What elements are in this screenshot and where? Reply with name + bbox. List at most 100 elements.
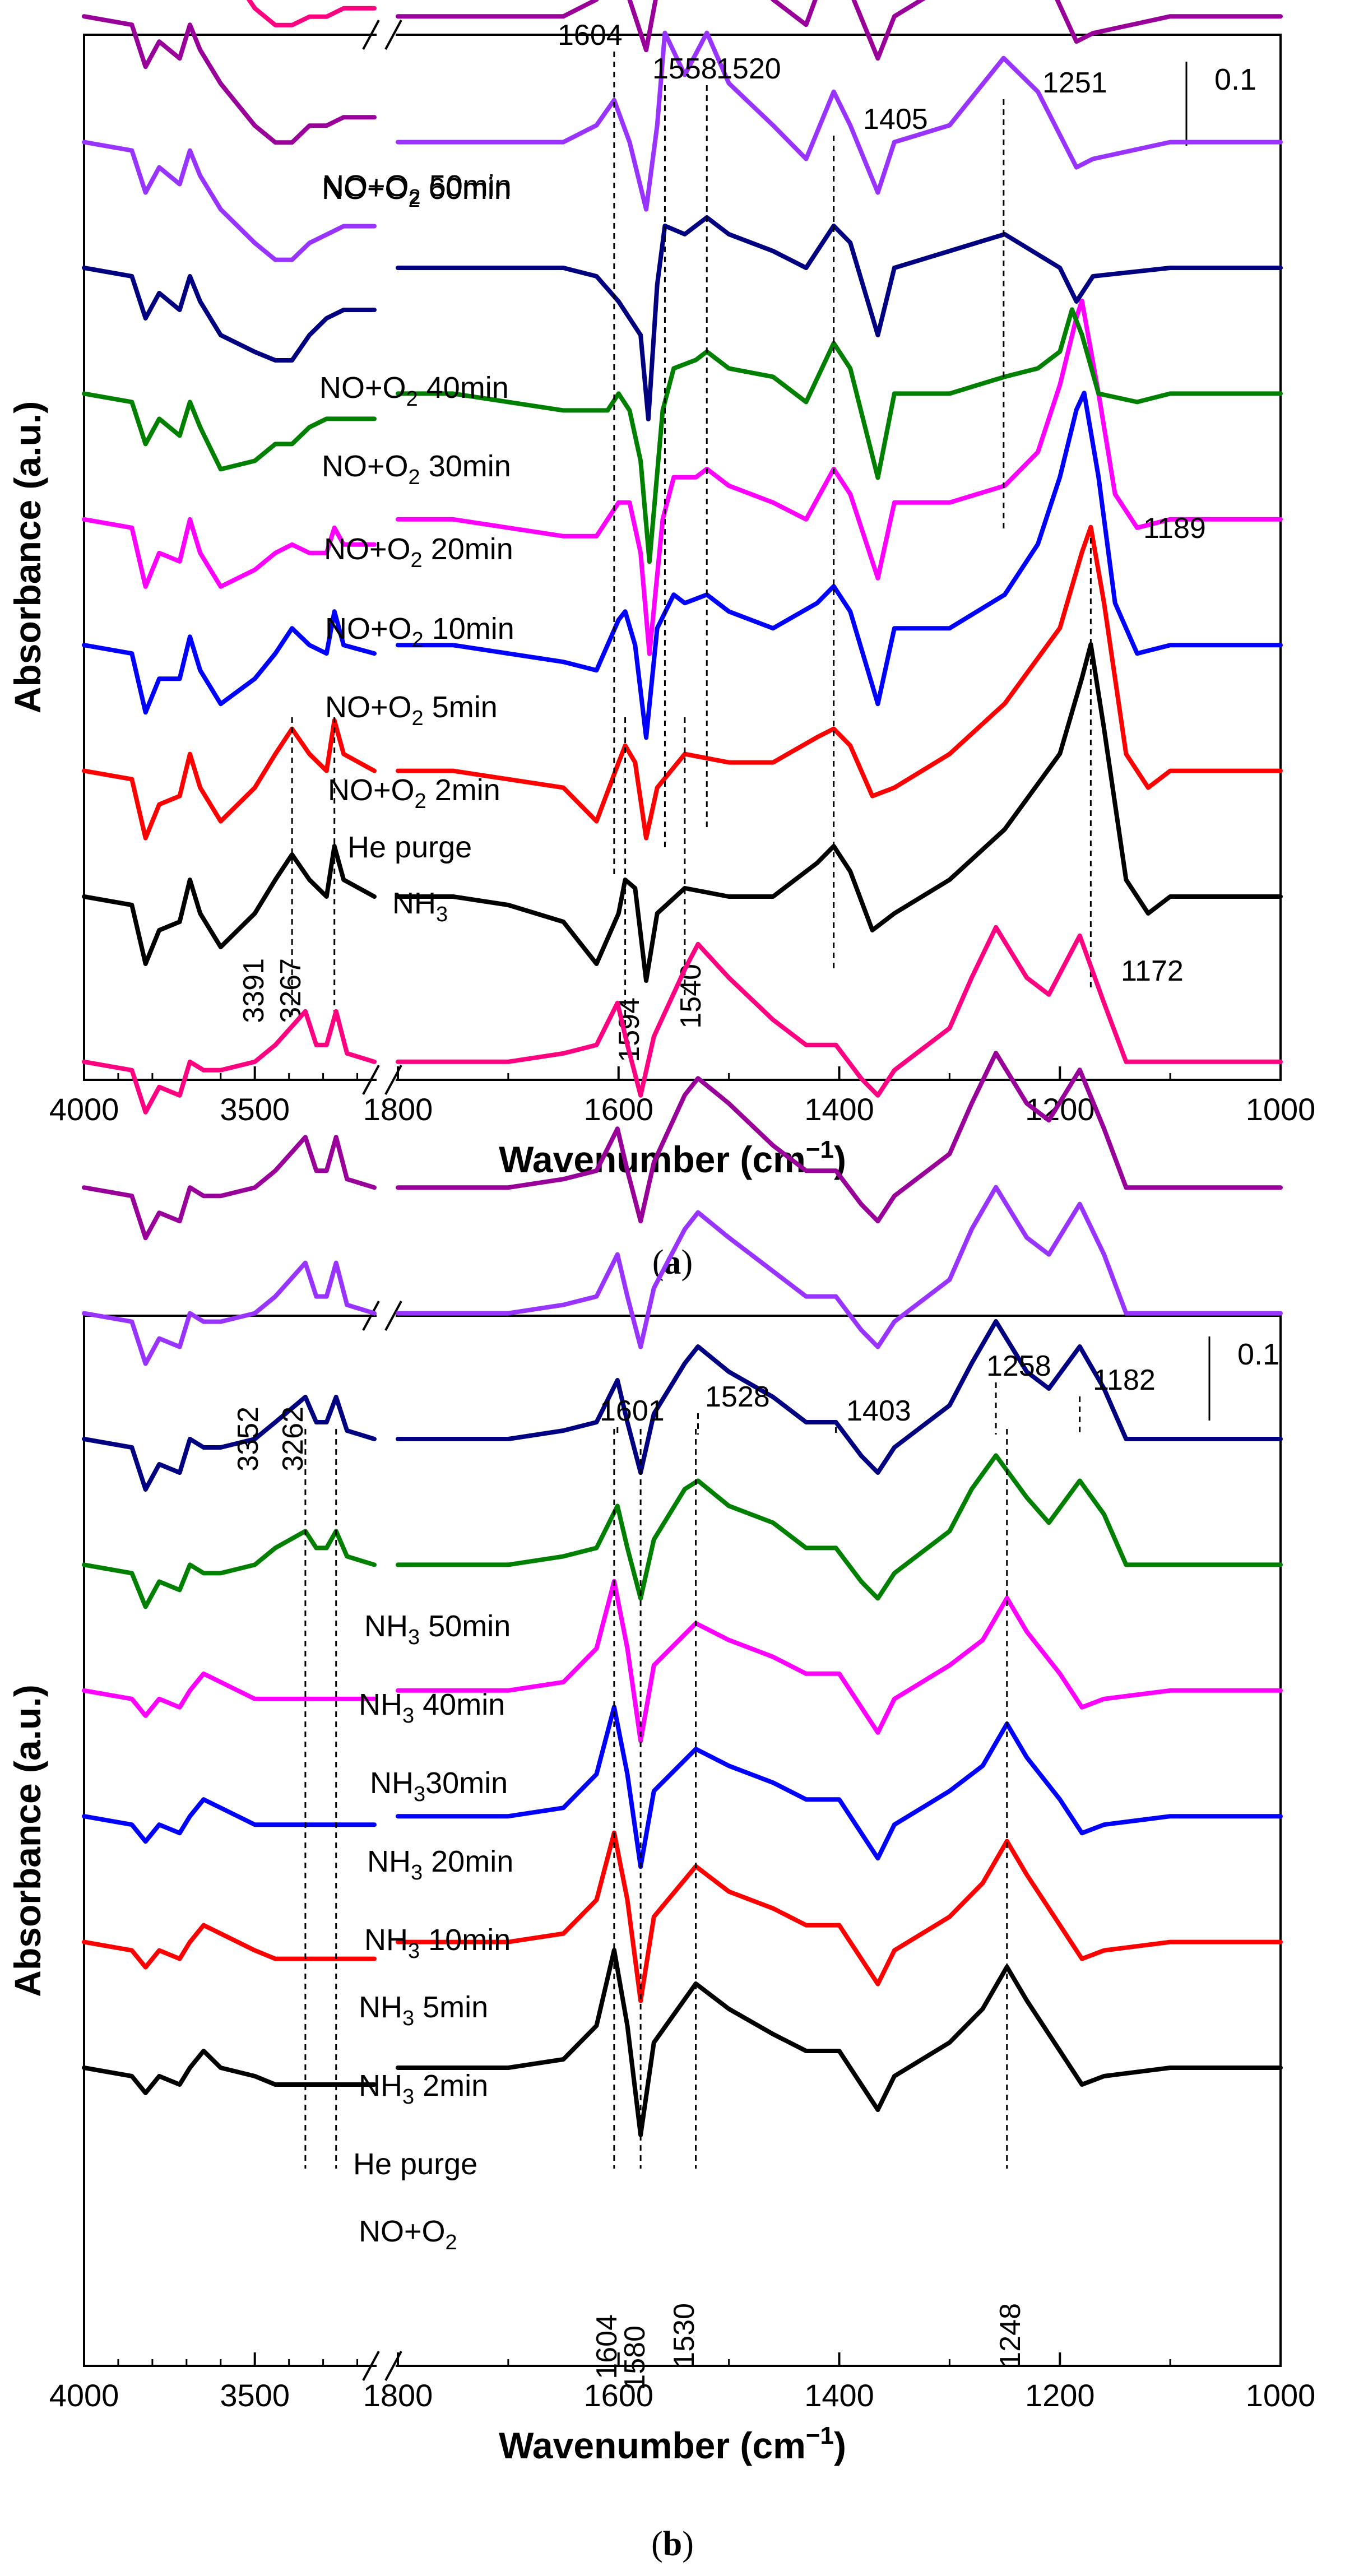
series-line-2-right [396, 1705, 1283, 1869]
caption-b-close: ) [682, 2525, 694, 2563]
x-tick-label: 1800 [363, 2378, 433, 2413]
series-line-2-right [396, 391, 1283, 740]
series-line-1-right [396, 525, 1283, 841]
x-tick-label: 3500 [220, 1092, 290, 1127]
annotation-label: 1182 [1093, 1364, 1156, 1396]
series-label: NO+O2 5min [325, 690, 498, 730]
series-line-3-right [396, 298, 1283, 656]
x-tick-label: 1000 [1246, 1092, 1316, 1127]
x-tick-label: 1000 [1246, 2378, 1316, 2413]
plot-frame [83, 1315, 1282, 2367]
x-tick-label: 1800 [363, 1092, 433, 1127]
svg-text:(b): (b) [651, 2525, 694, 2563]
y-axis-title: Absorbance (a.u.) [7, 401, 48, 713]
series-line-5-left [82, 266, 377, 363]
series-label: NH3 [392, 886, 448, 926]
series-line-3-left [82, 1671, 377, 1718]
annotation-label: 3352 [232, 1407, 265, 1472]
series-label: NH3 5min [359, 1990, 488, 2030]
series-line-4-right [396, 307, 1283, 564]
annotation-label: 1530 [668, 2303, 701, 2368]
x-tick-label: 1600 [583, 1092, 653, 1127]
series-label: NH3 50min [364, 1609, 511, 1649]
annotation-label: 1405 [863, 103, 928, 136]
annotation-label: 1251 [1042, 67, 1107, 99]
annotation-label: 1580 [619, 2326, 651, 2391]
x-tick-label: 1200 [1025, 2378, 1095, 2413]
plot-frame [83, 34, 1282, 1081]
x-tick-label: 1600 [583, 2378, 653, 2413]
scale-bar-label: 0.1 [1237, 1338, 1279, 1371]
panel-a: (a) 4000 3500 1800 1600 1400 1200 1000Wavenumb… [7, 0, 1315, 1282]
series-line-5-right [396, 1319, 1283, 1475]
series-label: NO+O2 20min [324, 532, 513, 572]
y-axis-title: Absorbance (a.u.) [7, 1684, 48, 1997]
series-line-6-right [396, 1185, 1283, 1349]
series-line-3-right [396, 1579, 1283, 1743]
series-line-4-left [82, 391, 377, 472]
axis-break-mark [362, 1301, 380, 1331]
annotation-label: 1601 [600, 1395, 665, 1427]
series-line-0-left [82, 844, 377, 966]
series-line-6-left [82, 140, 377, 262]
series-line-3-left [82, 517, 377, 589]
annotation-label: 1258 [986, 1350, 1051, 1382]
series-label: NO+O2 [359, 2215, 457, 2254]
scale-bar-label: 0.1 [1214, 63, 1256, 96]
axis-break-mark [384, 1301, 402, 1331]
series-line-8-right [396, 925, 1283, 1098]
annotation-label: 1558 [652, 53, 717, 85]
axis-break-mark [384, 20, 402, 50]
annotation-label: 1189 [1143, 512, 1206, 545]
series-label: NO+O2 30min [322, 449, 511, 489]
series-label: NO+O2 50min [322, 169, 512, 209]
series-line-2-left [82, 1797, 377, 1844]
series-line-0-left [82, 2049, 377, 2095]
series-label: He purge [347, 830, 472, 864]
annotation-label: 1403 [846, 1395, 911, 1427]
series-line-6-right [396, 30, 1283, 212]
series-line-4-left [82, 1529, 377, 1609]
panel-b: (b) 4000 3500 1800 1600 1400 1200 1000 Wavenumb… [7, 925, 1316, 2563]
annotation-label: 3262 [277, 1407, 309, 1472]
annotation-label: 1172 [1121, 955, 1184, 987]
series-label: NH3 20min [367, 1845, 513, 1885]
annotation-label: 1604 [591, 2314, 623, 2379]
series-line-4-right [396, 1453, 1283, 1601]
axis-break-mark [362, 1065, 380, 1095]
series-label: NO+O2 40min [319, 371, 509, 411]
series-line-5-left [82, 1395, 377, 1492]
series-label: NH3 10min [364, 1923, 511, 1963]
series-line-7-left [82, 1135, 377, 1241]
series-line-1-left [82, 1923, 377, 1970]
series-line-0-right [396, 1948, 1283, 2137]
x-axis-title: Wavenumber (cm−1) [499, 2422, 846, 2466]
x-tick-label: 3500 [220, 2378, 290, 2413]
caption-a-close: ) [681, 1243, 693, 1282]
series-line-6-left [82, 1260, 377, 1366]
x-tick-label: 4000 [49, 1092, 119, 1127]
series-label: NO+O2 2min [328, 773, 500, 813]
x-tick-label: 1400 [804, 1092, 874, 1127]
annotation-label: 1604 [558, 19, 623, 52]
annotation-label: 1520 [716, 53, 781, 85]
series-line-7-right [396, 1051, 1283, 1224]
axis-break-mark [362, 20, 380, 50]
axis-break-mark [362, 2351, 380, 2381]
series-label: NO+O2 10min [325, 612, 514, 652]
series-line-1-right [396, 1830, 1283, 2003]
series-line-0-right [396, 642, 1283, 983]
series-label: He purge [353, 2147, 477, 2181]
annotation-label: 3391 [238, 958, 270, 1023]
series-label: NH330min [370, 1766, 508, 1806]
caption-b-letter: b [663, 2525, 682, 2563]
caption-b-open: ( [651, 2525, 663, 2563]
x-tick-label: 1400 [804, 2378, 874, 2413]
series-line-8-left [246, 0, 377, 27]
x-tick-label: 4000 [49, 2378, 119, 2413]
series-label: NH3 2min [359, 2069, 488, 2109]
series-line-1-left [82, 718, 377, 841]
annotation-label: 1540 [675, 964, 707, 1029]
series-line-7-right [396, 0, 1283, 61]
